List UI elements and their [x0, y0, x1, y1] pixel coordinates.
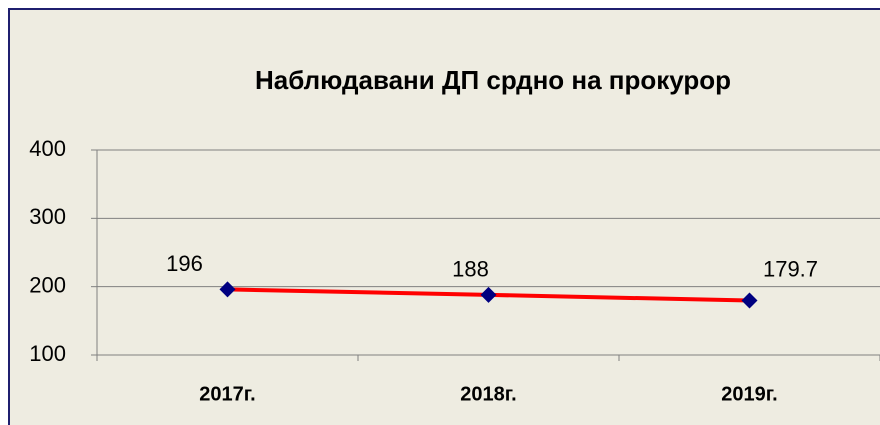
y-tick-label: 100 [29, 341, 66, 366]
chart-frame [8, 8, 880, 425]
x-tick-label: 2017г. [199, 383, 255, 405]
y-tick-label: 300 [29, 204, 66, 229]
x-tick-label: 2018г. [460, 383, 516, 405]
data-label: 188 [452, 257, 489, 282]
data-label: 196 [166, 251, 203, 276]
marker [741, 292, 758, 309]
x-tick-label: 2019г. [721, 383, 777, 405]
data-label: 179.7 [763, 256, 818, 281]
marker [219, 281, 236, 298]
chart-title: Наблюдавани ДП срдно на прокурор [255, 65, 731, 95]
y-tick-label: 200 [29, 272, 66, 297]
y-tick-label: 400 [29, 136, 66, 161]
marker [480, 286, 497, 303]
